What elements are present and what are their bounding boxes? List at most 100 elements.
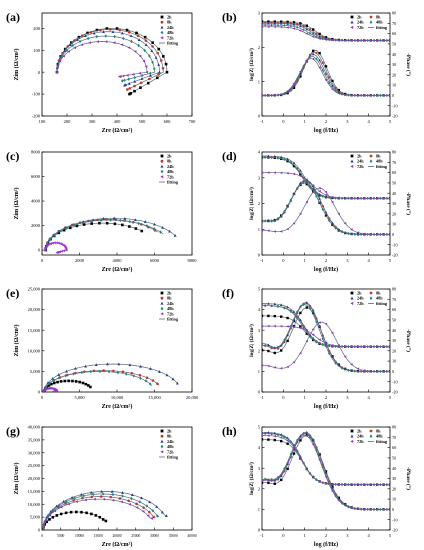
data-point-48h xyxy=(44,385,48,389)
y-tick-label-right: 0 xyxy=(392,232,394,237)
modulus-point-2h xyxy=(305,332,308,335)
modulus-point-72h xyxy=(286,171,289,175)
data-point-72h xyxy=(104,40,108,44)
phase-point-48h xyxy=(353,232,356,236)
modulus-point-2h xyxy=(267,20,270,23)
legend-label-48h: 48h xyxy=(167,30,174,35)
data-point-48h xyxy=(145,504,149,508)
legend-label-24h: 24h xyxy=(167,25,174,30)
modulus-point-72h xyxy=(375,39,379,42)
data-point-8h xyxy=(72,499,75,502)
phase-point-72h xyxy=(298,70,302,73)
modulus-point-72h xyxy=(330,482,334,486)
phase-point-48h xyxy=(340,230,344,234)
y-tick-label-right: 50 xyxy=(392,456,396,461)
data-point-24h xyxy=(129,34,133,38)
y-tick-label-right: 60 xyxy=(392,170,396,175)
modulus-point-72h xyxy=(388,483,390,486)
x-tick-label: 4 xyxy=(368,258,371,263)
modulus-point-72h xyxy=(324,193,328,197)
fitting-line xyxy=(43,363,178,392)
data-point-2h xyxy=(78,380,81,384)
modulus-point-48h xyxy=(315,191,318,195)
phase-point-24h xyxy=(292,84,296,87)
phase-point-48h xyxy=(283,338,286,342)
phase-point-72h xyxy=(337,92,340,95)
phase-point-2h xyxy=(292,86,296,89)
phase-point-72h xyxy=(337,344,340,347)
modulus-point-24h xyxy=(292,23,296,26)
y-tick-label-left: 0 xyxy=(258,390,261,395)
legend-label-24h: 24h xyxy=(357,434,364,439)
phase-point-72h xyxy=(273,230,276,233)
modulus-point-2h xyxy=(318,32,321,36)
data-point-8h xyxy=(139,81,143,85)
modulus-point-72h xyxy=(262,171,264,174)
phase-point-72h xyxy=(362,507,366,511)
phase-point-2h xyxy=(267,481,270,485)
data-point-24h xyxy=(152,222,156,226)
y-tick-label-right: 0 xyxy=(392,369,394,374)
y-tick-label-right: 50 xyxy=(392,42,396,47)
data-point-2h xyxy=(151,41,154,44)
data-point-72h xyxy=(62,249,66,253)
legend-label-8h: 8h xyxy=(376,291,381,296)
modulus-point-24h xyxy=(273,431,277,435)
modulus-point-24h xyxy=(299,169,302,172)
phase-point-2h xyxy=(267,349,270,353)
data-point-8h xyxy=(156,51,159,55)
y-tick-label-right: 60 xyxy=(392,31,396,36)
y-tick-label: 25,000 xyxy=(28,463,41,469)
panel-letter: (e) xyxy=(6,286,19,300)
data-point-24h xyxy=(121,491,124,494)
legend-marker-72h xyxy=(160,450,164,454)
modulus-point-72h xyxy=(266,171,270,174)
bode-plot-f: -1 0 1 2 3 4 5012345-20-1001020304050607080log… xyxy=(248,287,412,410)
modulus-point-48h xyxy=(321,194,324,198)
x-tick-label: 3 xyxy=(346,533,349,538)
y-axis-label-right: -Phase (°) xyxy=(405,192,412,215)
data-point-72h xyxy=(46,387,50,390)
y-tick-label-right: 10 xyxy=(392,222,396,227)
legend-marker-48h xyxy=(369,159,373,164)
phase-point-72h xyxy=(362,232,366,236)
y-tick-label-right: 60 xyxy=(392,307,396,312)
y-tick-label-right: 0 xyxy=(392,93,394,98)
phase-point-72h xyxy=(266,364,270,368)
y-axis-label-left: log|Z| (Ω/cm²) xyxy=(248,324,255,357)
phase-point-2h xyxy=(305,306,308,309)
data-point-72h xyxy=(84,498,87,502)
data-point-72h xyxy=(64,248,68,252)
data-point-72h xyxy=(42,523,46,527)
data-point-72h xyxy=(48,513,52,517)
data-point-2h xyxy=(84,382,88,386)
legend-label-fitting: fitting xyxy=(167,317,179,322)
phase-point-72h xyxy=(305,200,308,204)
modulus-point-72h xyxy=(279,324,283,328)
phase-point-48h xyxy=(302,302,305,307)
data-point-48h xyxy=(151,60,154,64)
y-tick-label-right: 50 xyxy=(392,181,396,186)
phase-point-72h xyxy=(356,367,360,370)
y-tick-label: 0 xyxy=(38,390,41,395)
modulus-point-72h xyxy=(305,468,308,471)
y-tick-label-left: 1 xyxy=(258,507,260,512)
phase-point-2h xyxy=(286,467,289,471)
phase-point-48h xyxy=(321,68,324,72)
modulus-point-24h xyxy=(299,318,302,322)
y-tick-label-left: 2 xyxy=(258,486,260,491)
data-point-2h xyxy=(50,382,53,386)
x-axis-label: log (f/Hz) xyxy=(314,403,338,410)
x-tick-label: 2000 xyxy=(75,258,85,263)
y-tick-label-right: 80 xyxy=(392,287,396,292)
data-point-8h xyxy=(152,515,156,519)
y-axis-label-left: log|Z| (Ω/cm²) xyxy=(248,462,255,495)
y-tick-label-right: 50 xyxy=(392,318,396,323)
phase-point-24h xyxy=(311,438,315,441)
phase-point-72h xyxy=(262,479,264,483)
data-point-72h xyxy=(55,241,58,245)
data-point-48h xyxy=(127,77,131,81)
data-point-2h xyxy=(75,224,79,228)
data-point-8h xyxy=(159,59,163,62)
modulus-point-24h xyxy=(262,154,264,158)
